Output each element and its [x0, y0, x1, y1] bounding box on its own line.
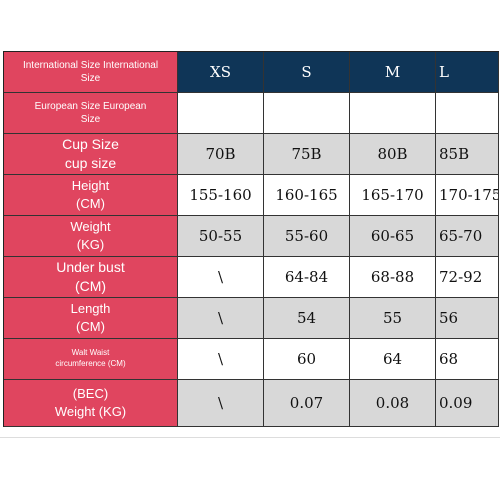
table-cell: 54	[264, 298, 350, 339]
table-cell: 85B	[436, 134, 499, 175]
table-cell: 0.08	[350, 380, 436, 427]
row-label-line2: (CM)	[76, 319, 105, 334]
row-label-line2: (KG)	[76, 237, 105, 252]
table-cell: 170-175	[436, 175, 499, 216]
row-label-line1: Length	[70, 301, 111, 317]
row-label-line1: (BEC)	[72, 386, 109, 402]
row-label-cup-size: Cup Size cup size	[4, 134, 178, 175]
table-cell: 65-70	[436, 216, 499, 257]
row-label-under-bust: Under bust (CM)	[4, 257, 178, 298]
table-cell: 0.07	[264, 380, 350, 427]
row-label-line2: circumference (CM)	[55, 359, 126, 368]
table-cell: 155-160	[178, 175, 264, 216]
table-cell: \	[178, 380, 264, 427]
row-label-line1: Cup Size	[62, 136, 119, 153]
row-label-line1: Walt Waist	[71, 348, 110, 358]
row-label-line1: Weight	[70, 219, 111, 235]
table-cell: 50-55	[178, 216, 264, 257]
row-label-line1: European Size European	[34, 100, 147, 112]
row-label-line1: Height	[71, 178, 110, 194]
row-label-line2: Size	[80, 114, 101, 125]
table-cell: 55-60	[264, 216, 350, 257]
header-label-cell: International Size International Size	[4, 52, 178, 93]
row-label-line2: (CM)	[74, 278, 107, 294]
table-cell: 80B	[350, 134, 436, 175]
row-label-line2: (CM)	[76, 196, 105, 211]
table-cell: 70B	[178, 134, 264, 175]
table-cell: 75B	[264, 134, 350, 175]
row-label-height: Height (CM)	[4, 175, 178, 216]
row-label-line1: Under bust	[56, 259, 125, 276]
size-chart-table: International Size International Size XS…	[3, 51, 499, 427]
header-label-line2: Size	[80, 73, 101, 84]
table-cell	[264, 93, 350, 134]
row-label-item-weight: (BEC) Weight (KG)	[4, 380, 178, 427]
table-cell	[436, 93, 499, 134]
table-cell: \	[178, 298, 264, 339]
table-cell: 56	[436, 298, 499, 339]
table-cell: \	[178, 339, 264, 380]
bottom-divider	[0, 437, 500, 438]
table-cell	[178, 93, 264, 134]
table-cell: 0.09	[436, 380, 499, 427]
table-cell: 60	[264, 339, 350, 380]
table-cell: 68-88	[350, 257, 436, 298]
size-header-l: L	[436, 52, 499, 93]
table-cell: 60-65	[350, 216, 436, 257]
table-cell: 64-84	[264, 257, 350, 298]
table-cell: 165-170	[350, 175, 436, 216]
row-label-weight: Weight (KG)	[4, 216, 178, 257]
row-label-length: Length (CM)	[4, 298, 178, 339]
table-cell: \	[178, 257, 264, 298]
row-label-line2: cup size	[64, 155, 117, 171]
size-header-xs: XS	[178, 52, 264, 93]
row-label-waist: Walt Waist circumference (CM)	[4, 339, 178, 380]
header-label-line1: International Size International	[22, 59, 159, 71]
size-header-s: S	[264, 52, 350, 93]
table-cell: 160-165	[264, 175, 350, 216]
table-cell	[350, 93, 436, 134]
row-label-european-size: European Size European Size	[4, 93, 178, 134]
size-header-m: M	[350, 52, 436, 93]
row-label-line2: Weight (KG)	[54, 404, 127, 419]
table-cell: 72-92	[436, 257, 499, 298]
table-cell: 64	[350, 339, 436, 380]
table-cell: 55	[350, 298, 436, 339]
table-cell: 68	[436, 339, 499, 380]
